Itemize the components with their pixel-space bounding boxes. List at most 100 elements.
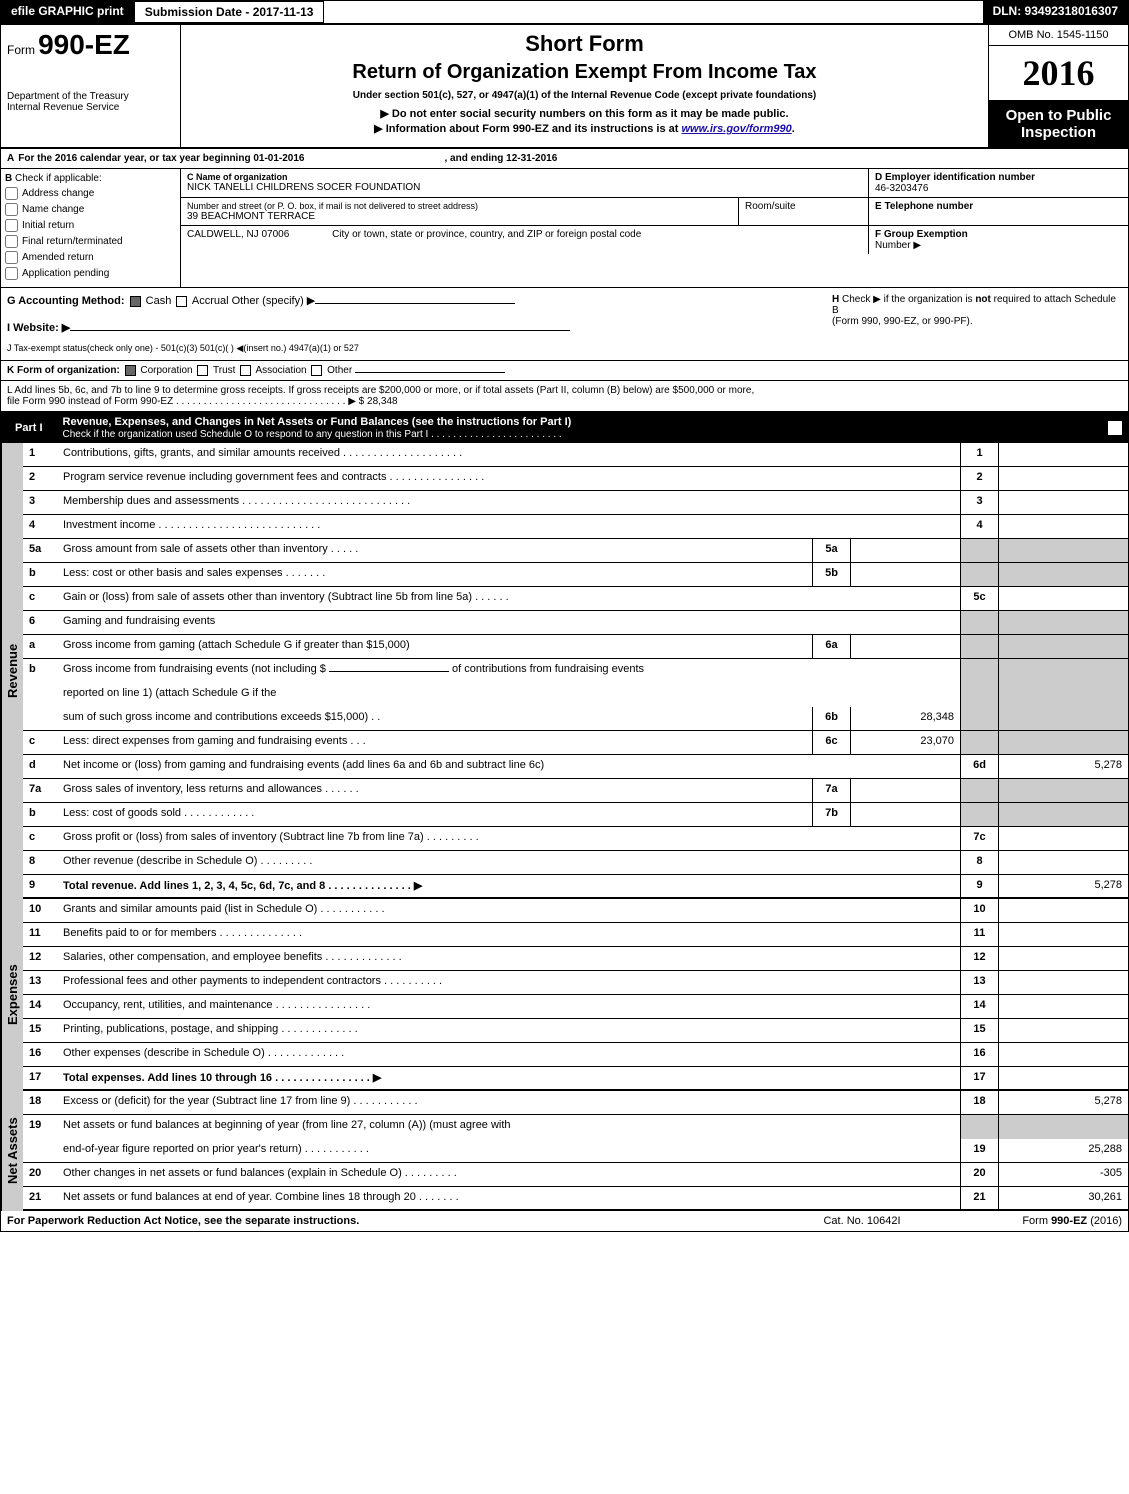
ln5c-amtno: 5c <box>960 587 998 610</box>
city-hint: City or town, state or province, country… <box>332 229 641 240</box>
ln7b-no: b <box>23 803 57 826</box>
street-addr: 39 BEACHMONT TERRACE <box>187 211 732 222</box>
l-text2: file Form 990 instead of Form 990-EZ . .… <box>7 396 1122 407</box>
ln5c-amtval <box>998 587 1128 610</box>
row-16: 16 Other expenses (describe in Schedule … <box>23 1043 1128 1067</box>
ln6b-blank <box>329 671 449 672</box>
ln5a-subval <box>850 539 960 562</box>
cb-address-change[interactable]: Address change <box>5 187 176 200</box>
ln6b-no2 <box>23 683 57 707</box>
ln6b-grey2c <box>998 707 1128 730</box>
row-19a: 19 Net assets or fund balances at beginn… <box>23 1115 1128 1139</box>
ln19-desc2: end-of-year figure reported on prior yea… <box>57 1139 960 1162</box>
header-right: OMB No. 1545-1150 2016 Open to Public In… <box>988 25 1128 147</box>
ln6-grey2 <box>998 611 1128 634</box>
ln9-no: 9 <box>23 875 57 897</box>
cb-other-icon <box>311 365 322 376</box>
ln6b-grey1b <box>960 683 998 707</box>
side-label-expenses: Expenses <box>1 899 23 1091</box>
ln7c-amtno: 7c <box>960 827 998 850</box>
ln4-amtno: 4 <box>960 515 998 538</box>
ln15-amtval <box>998 1019 1128 1042</box>
ln4-desc: Investment income . . . . . . . . . . . … <box>57 515 960 538</box>
ln10-amtval <box>998 899 1128 922</box>
ln18-no: 18 <box>23 1091 57 1114</box>
f-label2: Number ▶ <box>875 240 1122 251</box>
ln7a-no: 7a <box>23 779 57 802</box>
cb-initial-return-box[interactable] <box>5 219 18 232</box>
irs-link[interactable]: www.irs.gov/form990 <box>682 123 792 135</box>
ln9-amtval: 5,278 <box>998 875 1128 897</box>
ln3-desc: Membership dues and assessments . . . . … <box>57 491 960 514</box>
cb-amended-box[interactable] <box>5 251 18 264</box>
ln7b-grey1 <box>960 803 998 826</box>
ln1-no: 1 <box>23 443 57 466</box>
row-6a: a Gross income from gaming (attach Sched… <box>23 635 1128 659</box>
ln17-desc: Total expenses. Add lines 10 through 16 … <box>57 1067 960 1089</box>
part1-label: Part I <box>7 421 51 435</box>
row-5a: 5a Gross amount from sale of assets othe… <box>23 539 1128 563</box>
ln6-grey1 <box>960 611 998 634</box>
ln6c-desc: Less: direct expenses from gaming and fu… <box>57 731 812 754</box>
cb-application-pending[interactable]: Application pending <box>5 267 176 280</box>
ln10-desc: Grants and similar amounts paid (list in… <box>57 899 960 922</box>
ln7a-grey1 <box>960 779 998 802</box>
row-11: 11 Benefits paid to or for members . . .… <box>23 923 1128 947</box>
ln2-no: 2 <box>23 467 57 490</box>
ln1-amtno: 1 <box>960 443 998 466</box>
g-other: Other (specify) ▶ <box>232 295 316 307</box>
ln7c-no: c <box>23 827 57 850</box>
cb-final-return-box[interactable] <box>5 235 18 248</box>
header-row: Form 990-EZ Department of the Treasury I… <box>1 25 1128 149</box>
row-ghij: G Accounting Method: Cash Accrual Other … <box>1 288 1128 361</box>
instr-link-line: ▶ Information about Form 990-EZ and its … <box>185 122 984 135</box>
cb-name-change[interactable]: Name change <box>5 203 176 216</box>
cb-address-change-box[interactable] <box>5 187 18 200</box>
row-4: 4 Investment income . . . . . . . . . . … <box>23 515 1128 539</box>
ln6c-grey2 <box>998 731 1128 754</box>
ln18-amtval: 5,278 <box>998 1091 1128 1114</box>
ln21-amtval: 30,261 <box>998 1187 1128 1209</box>
ln7b-subno: 7b <box>812 803 850 826</box>
b-label: B <box>5 173 12 184</box>
ln20-no: 20 <box>23 1163 57 1186</box>
form-prefix: Form <box>7 43 35 57</box>
dept-irs: Internal Revenue Service <box>7 102 174 113</box>
col-gij: G Accounting Method: Cash Accrual Other … <box>7 294 832 354</box>
ln8-amtval <box>998 851 1128 874</box>
ln8-amtno: 8 <box>960 851 998 874</box>
cb-final-return[interactable]: Final return/terminated <box>5 235 176 248</box>
instr2-pre: ▶ Information about Form 990-EZ and its … <box>374 123 681 135</box>
ln5b-desc: Less: cost or other basis and sales expe… <box>57 563 812 586</box>
cb-name-change-box[interactable] <box>5 203 18 216</box>
ln3-amtval <box>998 491 1128 514</box>
revenue-section: Revenue 1 Contributions, gifts, grants, … <box>1 443 1128 899</box>
ln20-desc: Other changes in net assets or fund bala… <box>57 1163 960 1186</box>
e-label: E Telephone number <box>875 201 1122 212</box>
ln10-no: 10 <box>23 899 57 922</box>
cb-amended[interactable]: Amended return <box>5 251 176 264</box>
open-line1: Open to Public <box>993 107 1124 124</box>
ln4-amtval <box>998 515 1128 538</box>
cb-application-pending-box[interactable] <box>5 267 18 280</box>
ln6a-grey2 <box>998 635 1128 658</box>
row-2: 2 Program service revenue including gove… <box>23 467 1128 491</box>
ln6d-desc: Net income or (loss) from gaming and fun… <box>57 755 960 778</box>
open-line2: Inspection <box>993 124 1124 141</box>
ln6b-grey1a <box>960 659 998 683</box>
ln15-no: 15 <box>23 1019 57 1042</box>
ln5c-desc: Gain or (loss) from sale of assets other… <box>57 587 960 610</box>
cb-initial-return[interactable]: Initial return <box>5 219 176 232</box>
ln15-desc: Printing, publications, postage, and shi… <box>57 1019 960 1042</box>
ln6c-subno: 6c <box>812 731 850 754</box>
ln2-desc: Program service revenue including govern… <box>57 467 960 490</box>
row-8: 8 Other revenue (describe in Schedule O)… <box>23 851 1128 875</box>
ln4-no: 4 <box>23 515 57 538</box>
cell-c-city: CALDWELL, NJ 07006 City or town, state o… <box>181 226 868 254</box>
row-20: 20 Other changes in net assets or fund b… <box>23 1163 1128 1187</box>
addr-label: Number and street (or P. O. box, if mail… <box>187 201 732 211</box>
cb-accrual-icon <box>176 296 187 307</box>
ln6b-no3 <box>23 707 57 730</box>
line-g: G Accounting Method: Cash Accrual Other … <box>7 294 832 307</box>
ln7a-grey2 <box>998 779 1128 802</box>
